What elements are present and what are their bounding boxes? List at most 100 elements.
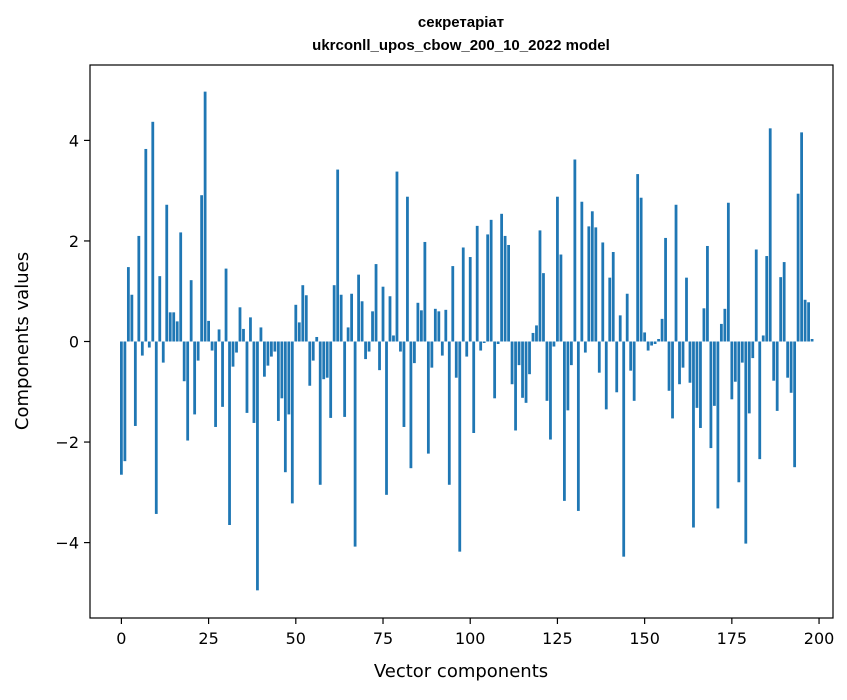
y-tick-label: −4 bbox=[55, 534, 79, 553]
bar bbox=[378, 341, 381, 371]
bar bbox=[524, 341, 528, 403]
bar bbox=[252, 341, 256, 423]
bar bbox=[308, 341, 312, 386]
bar bbox=[566, 341, 570, 411]
y-axis-label: Components values bbox=[12, 252, 33, 430]
bar bbox=[172, 312, 176, 342]
bar bbox=[472, 341, 476, 433]
bar bbox=[535, 325, 538, 342]
bar bbox=[597, 341, 601, 373]
bar bbox=[214, 341, 217, 427]
x-axis-ticks: 0 25 50 75 100 125 150 175 200 bbox=[116, 618, 834, 648]
bar bbox=[730, 341, 734, 400]
x-tick-label: 150 bbox=[629, 629, 660, 648]
bar bbox=[419, 310, 423, 342]
bar bbox=[433, 308, 437, 342]
bar bbox=[256, 341, 259, 591]
x-tick-label: 0 bbox=[116, 629, 126, 648]
bar bbox=[280, 341, 284, 399]
bar bbox=[399, 341, 402, 352]
bar bbox=[381, 286, 385, 342]
bar bbox=[517, 341, 521, 366]
bar bbox=[294, 304, 298, 342]
bar bbox=[580, 201, 584, 342]
bar bbox=[468, 257, 472, 342]
bar bbox=[709, 341, 713, 449]
bar bbox=[636, 174, 640, 342]
bar bbox=[221, 341, 224, 407]
bar bbox=[242, 328, 245, 342]
y-tick-label: −2 bbox=[55, 433, 79, 452]
bar bbox=[538, 230, 542, 342]
bar bbox=[608, 277, 612, 342]
bar bbox=[451, 266, 455, 342]
x-tick-label: 125 bbox=[542, 629, 573, 648]
bar bbox=[120, 341, 123, 475]
bar bbox=[444, 309, 448, 342]
bar bbox=[782, 262, 786, 342]
bar bbox=[287, 341, 291, 415]
bar bbox=[786, 341, 790, 378]
bar bbox=[695, 341, 699, 408]
bar bbox=[329, 341, 333, 418]
bar bbox=[706, 245, 709, 342]
bar bbox=[283, 341, 287, 473]
bar bbox=[311, 341, 315, 361]
x-tick-label: 200 bbox=[804, 629, 835, 648]
bar bbox=[590, 211, 594, 342]
bar bbox=[489, 219, 493, 342]
bar bbox=[203, 91, 207, 342]
bar bbox=[458, 341, 462, 552]
bar bbox=[594, 227, 598, 342]
bar bbox=[196, 341, 200, 361]
bar bbox=[615, 341, 619, 393]
bar bbox=[622, 341, 626, 557]
bar bbox=[395, 171, 399, 342]
bar bbox=[224, 268, 228, 342]
bar bbox=[793, 341, 797, 468]
bar bbox=[549, 341, 552, 440]
bar bbox=[263, 341, 266, 377]
bar bbox=[392, 335, 395, 342]
bar bbox=[643, 332, 647, 342]
bar bbox=[587, 226, 591, 342]
bar bbox=[276, 341, 280, 421]
bar bbox=[447, 341, 451, 485]
bar bbox=[269, 341, 273, 357]
bar bbox=[409, 341, 413, 469]
bar bbox=[528, 341, 531, 375]
bar bbox=[503, 235, 507, 342]
bar bbox=[611, 252, 615, 342]
chart-title: секретаріат bbox=[418, 14, 504, 31]
bar bbox=[374, 264, 378, 342]
bar bbox=[186, 341, 190, 441]
bar bbox=[339, 294, 343, 342]
bar bbox=[625, 293, 629, 342]
bar bbox=[371, 311, 374, 342]
bar bbox=[231, 341, 235, 367]
bar bbox=[531, 332, 535, 342]
bar bbox=[357, 274, 360, 342]
bar bbox=[521, 341, 524, 398]
bar bbox=[510, 341, 514, 385]
bar bbox=[758, 341, 762, 460]
y-tick-label: 0 bbox=[69, 333, 79, 352]
bar bbox=[576, 341, 580, 511]
bar bbox=[775, 341, 779, 411]
bar bbox=[563, 341, 566, 501]
bar bbox=[559, 254, 563, 342]
bar bbox=[426, 341, 430, 454]
bar bbox=[807, 302, 810, 342]
bar bbox=[507, 244, 510, 342]
bar bbox=[182, 341, 186, 382]
bar bbox=[259, 327, 263, 342]
bar bbox=[193, 341, 197, 415]
bar bbox=[772, 341, 776, 381]
bar bbox=[189, 280, 193, 342]
bar bbox=[629, 341, 633, 371]
bar bbox=[137, 235, 141, 342]
bar bbox=[601, 242, 605, 342]
bar bbox=[388, 296, 392, 342]
bar bbox=[315, 336, 319, 342]
